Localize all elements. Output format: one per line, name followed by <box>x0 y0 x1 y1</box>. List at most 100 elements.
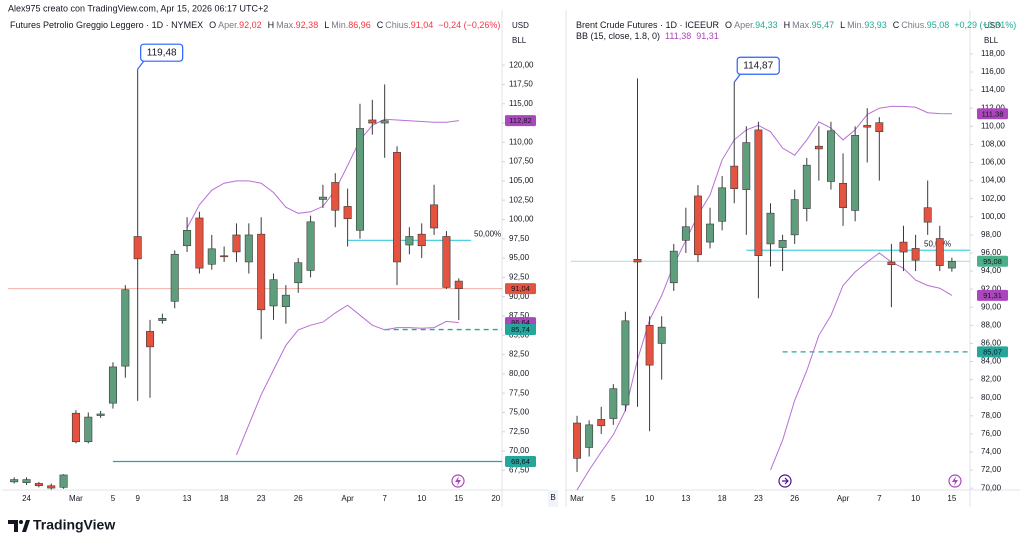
legend-title: Futures Petrolio Greggio Leggero · 1D · … <box>10 20 203 30</box>
y-tick-label: 114,00 <box>981 85 1005 94</box>
price-tag-label: 91,04 <box>511 284 530 293</box>
y-tick-label: 95,00 <box>509 253 530 262</box>
legend-label: Min. <box>331 20 348 30</box>
candle-body <box>47 485 56 489</box>
y-tick-label: 115,00 <box>509 99 533 108</box>
candle-body <box>331 182 340 211</box>
candle-body <box>935 238 944 266</box>
candle-body <box>923 207 932 223</box>
brand-name: TradingView <box>33 517 115 533</box>
candles <box>573 78 956 472</box>
legend-label: Max. <box>792 20 812 30</box>
y-tick-label: 105,00 <box>509 176 534 185</box>
candle-body <box>875 122 884 133</box>
candle-body <box>257 233 266 311</box>
candle-body <box>633 258 642 263</box>
x-tick-label: 13 <box>681 494 690 503</box>
candle-body <box>232 234 241 253</box>
price-tag <box>505 115 536 127</box>
candle-body <box>244 234 253 263</box>
y-tick-label: 86,00 <box>981 339 1002 348</box>
candle-body <box>621 320 630 406</box>
currency: USD <box>512 21 529 30</box>
y-tick-label: 112,00 <box>981 103 1005 112</box>
candle-body <box>766 212 775 245</box>
fib-label: 50,00% <box>474 229 501 238</box>
candle-body <box>306 221 315 271</box>
candle-body <box>207 248 216 265</box>
x-tick-label: 5 <box>111 494 116 503</box>
indicator-legend: BB (15, close, 1.8, 0) 111,38 91,31 <box>576 31 719 41</box>
legend-value: 94,33 <box>755 20 778 30</box>
candle-body <box>281 294 290 308</box>
chart-pane: 70,00 72,00 74,00 76,00 78,00 80,00 82,00 84,00… <box>565 10 1020 507</box>
x-tick-label: 13 <box>183 494 192 503</box>
bollinger-band <box>576 105 952 491</box>
pane-badge: B <box>550 493 555 502</box>
candle-body <box>121 289 130 367</box>
candle-body <box>827 130 835 182</box>
candle-body <box>839 182 847 209</box>
author-line: Alex975 creato con TradingView.com, Apr … <box>8 3 268 13</box>
legend-change: +0,29 (+0,31%) <box>954 20 1016 30</box>
callout-label: 114,87 <box>743 60 773 71</box>
legend-key: L <box>324 20 329 30</box>
price-tag <box>505 283 536 295</box>
x-tick-label: 15 <box>454 494 463 503</box>
x-tick-label: 7 <box>877 494 882 503</box>
legend-label: Chius. <box>901 20 927 30</box>
y-tick-label: 96,00 <box>981 248 1002 257</box>
x-tick-label: 10 <box>645 494 654 503</box>
x-tick-label: Mar <box>570 494 584 503</box>
x-tick-label: Apr <box>341 494 354 503</box>
candle-body <box>681 226 690 241</box>
legend-value: 92,38 <box>296 20 319 30</box>
y-tick-label: 100,00 <box>981 212 1006 221</box>
x-tick-label: 9 <box>135 494 140 503</box>
x-tick-label: 7 <box>382 494 387 503</box>
pane-badge-box <box>548 490 558 507</box>
candle-body <box>71 412 80 443</box>
legend-title: Brent Crude Futures · 1D · ICEEUR <box>576 20 720 30</box>
y-tick-label: 74,00 <box>981 447 1002 456</box>
candle-body <box>146 331 155 348</box>
y-tick-label: 82,50 <box>509 350 530 359</box>
candle-body <box>573 422 581 459</box>
callout-label: 119,48 <box>147 47 177 58</box>
candle-body <box>730 165 739 190</box>
legend-key: L <box>840 20 845 30</box>
candle-body <box>899 241 908 253</box>
candle-body <box>393 152 402 263</box>
legend-change: −0,24 (−0,26%) <box>438 20 500 30</box>
candle-body <box>887 261 896 266</box>
y-tick-label: 110,00 <box>509 137 533 146</box>
y-tick-label: 110,00 <box>981 121 1005 130</box>
candle-body <box>706 223 714 243</box>
y-tick-label: 75,00 <box>509 408 530 417</box>
y-tick-label: 87,50 <box>509 311 530 320</box>
legend-key: C <box>893 20 900 30</box>
price-tag-label: 91,31 <box>983 291 1002 300</box>
candle-body <box>368 119 377 124</box>
y-tick-label: 102,00 <box>981 194 1006 203</box>
candle-body <box>442 236 451 288</box>
y-tick-label: 116,00 <box>981 67 1005 76</box>
y-tick-label: 92,00 <box>981 284 1002 293</box>
price-tag <box>505 456 536 468</box>
x-tick-label: 10 <box>911 494 920 503</box>
event-icon <box>778 474 792 488</box>
y-tick-label: 104,00 <box>981 176 1006 185</box>
y-tick-label: 102,50 <box>509 195 534 204</box>
chart-pane: 67,5070,0072,5075,0077,5080,0082,5085,00… <box>2 10 548 507</box>
candle-body <box>802 164 811 209</box>
legend-value: 95,08 <box>927 20 950 30</box>
unit: BLL <box>512 36 527 45</box>
price-tag <box>505 324 536 336</box>
candle-body <box>108 366 117 404</box>
legend-label: Min. <box>847 20 864 30</box>
candle-body <box>947 260 956 269</box>
candle-body <box>84 416 93 443</box>
candle-body <box>454 280 463 289</box>
